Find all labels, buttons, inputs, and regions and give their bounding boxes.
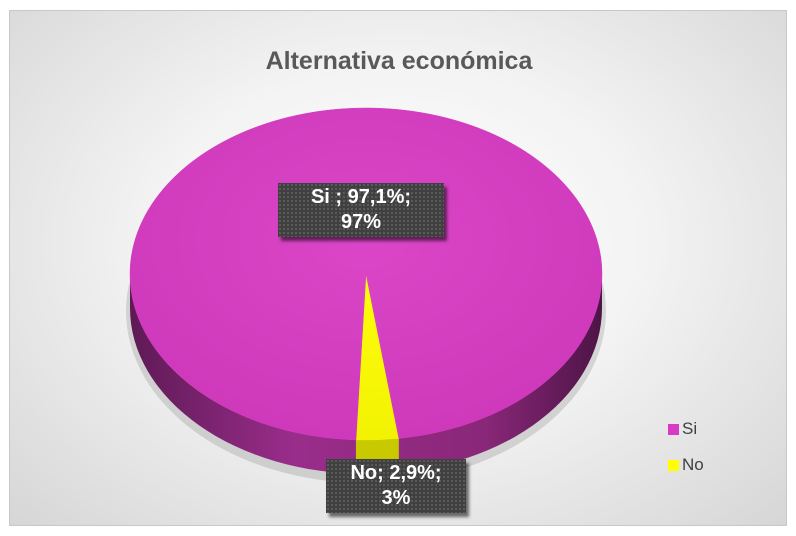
legend: Si No [668,411,748,483]
pie-plot [126,107,606,483]
legend-label-no: No [682,455,704,474]
data-label-no: No; 2,9%; 3% [326,459,466,513]
legend-item-no: No [668,447,748,483]
chart-area: Alternativa económica Si ; 97,1%; 97% No… [9,10,787,526]
pie-top-shading [130,108,602,440]
data-label-si: Si ; 97,1%; 97% [278,183,444,237]
data-label-si-line2: 97% [340,211,382,233]
pie-side-wall [130,274,602,474]
legend-swatch-si [668,423,679,435]
data-label-si-line1: Si ; 97,1%; [310,186,412,208]
pie-top [129,107,603,441]
data-label-no-line2: 3% [381,487,411,509]
legend-swatch-no [668,459,679,471]
legend-label-si: Si [682,419,698,438]
chart-title: Alternativa económica [265,47,533,75]
legend-item-si: Si [668,411,748,447]
data-label-no-line1: No; 2,9%; [350,462,442,484]
